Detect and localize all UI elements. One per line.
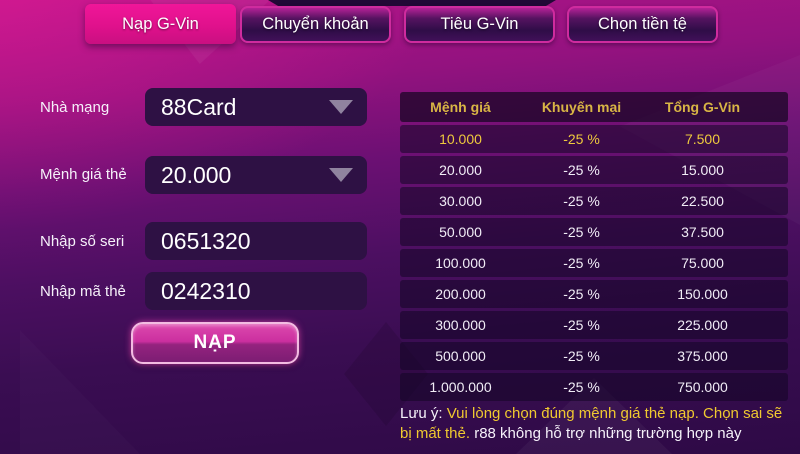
card-code-input[interactable] — [145, 272, 367, 310]
table-row[interactable]: 10.000 -25 % 7.500 — [400, 125, 788, 153]
tab-tieu-gvin[interactable]: Tiêu G-Vin — [404, 6, 555, 43]
table-cell: 20.000 — [439, 162, 482, 178]
table-header-tong-gvin: Tổng G-Vin — [664, 99, 741, 115]
table-cell: 7.500 — [684, 131, 721, 147]
table-cell: 50.000 — [439, 224, 482, 240]
denomination-select[interactable]: 20.000 — [145, 156, 367, 194]
note-suffix: r88 không hỗ trợ những trường hợp này — [474, 425, 742, 442]
table-cell: 10.000 — [439, 131, 482, 147]
chevron-down-icon — [329, 168, 353, 182]
table-cell: 75.000 — [681, 255, 724, 271]
chevron-down-icon — [329, 100, 353, 114]
table-cell: 22.500 — [681, 193, 724, 209]
table-header-menh-gia: Mệnh giá — [430, 99, 491, 115]
background-triangle — [20, 330, 140, 454]
note-prefix: Lưu ý: — [400, 405, 447, 422]
table-cell: 375.000 — [677, 348, 728, 364]
note-text: Lưu ý: Vui lòng chọn đúng mệnh giá thẻ n… — [400, 404, 796, 444]
table-cell: 300.000 — [435, 317, 486, 333]
table-cell: 15.000 — [681, 162, 724, 178]
card-code-label: Nhập mã thẻ — [40, 283, 126, 300]
table-row[interactable]: 20.000 -25 % 15.000 — [400, 156, 788, 184]
table-header-row: Mệnh giá Khuyến mại Tổng G-Vin — [400, 92, 788, 122]
table-row[interactable]: 200.000 -25 % 150.000 — [400, 280, 788, 308]
table-cell: -25 % — [563, 286, 600, 302]
table-cell: -25 % — [563, 348, 600, 364]
table-cell: -25 % — [563, 162, 600, 178]
table-row[interactable]: 50.000 -25 % 37.500 — [400, 218, 788, 246]
table-row[interactable]: 300.000 -25 % 225.000 — [400, 311, 788, 339]
table-cell: -25 % — [563, 193, 600, 209]
table-cell: 225.000 — [677, 317, 728, 333]
top-notch — [268, 0, 556, 6]
table-cell: -25 % — [563, 255, 600, 271]
table-cell: 37.500 — [681, 224, 724, 240]
table-cell: -25 % — [563, 379, 600, 395]
tab-chon-tien-te[interactable]: Chọn tiền tệ — [567, 6, 718, 43]
table-cell: 1.000.000 — [429, 379, 492, 395]
table-cell: 750.000 — [677, 379, 728, 395]
serial-input[interactable] — [145, 222, 367, 260]
note-warning: Vui lòng chọn đúng mệnh giá thẻ nạp. Chọ… — [400, 405, 783, 442]
table-cell: 100.000 — [435, 255, 486, 271]
denomination-label: Mệnh giá thẻ — [40, 166, 127, 183]
denomination-table: Mệnh giá Khuyến mại Tổng G-Vin 10.000 -25… — [400, 92, 788, 401]
network-select[interactable]: 88Card — [145, 88, 367, 126]
table-body: 10.000 -25 % 7.500 20.000 -25 % 15.000 30.000 -… — [400, 125, 788, 401]
table-cell: 150.000 — [677, 286, 728, 302]
nap-submit-button[interactable]: NẠP — [131, 322, 299, 364]
denomination-select-value: 20.000 — [161, 161, 232, 188]
table-cell: 200.000 — [435, 286, 486, 302]
network-select-value: 88Card — [161, 93, 237, 120]
network-label: Nhà mạng — [40, 99, 110, 116]
table-cell: 30.000 — [439, 193, 482, 209]
table-cell: 500.000 — [435, 348, 486, 364]
table-cell: -25 % — [563, 224, 600, 240]
table-cell: -25 % — [563, 131, 600, 147]
table-row[interactable]: 500.000 -25 % 375.000 — [400, 342, 788, 370]
table-row[interactable]: 1.000.000 -25 % 750.000 — [400, 373, 788, 401]
table-header-khuyen-mai: Khuyến mại — [541, 99, 622, 115]
table-cell: -25 % — [563, 317, 600, 333]
tab-nap-gvin[interactable]: Nạp G-Vin — [85, 4, 236, 44]
tab-chuyen-khoan[interactable]: Chuyển khoản — [240, 6, 391, 43]
serial-label: Nhập số seri — [40, 233, 125, 250]
table-row[interactable]: 100.000 -25 % 75.000 — [400, 249, 788, 277]
table-row[interactable]: 30.000 -25 % 22.500 — [400, 187, 788, 215]
